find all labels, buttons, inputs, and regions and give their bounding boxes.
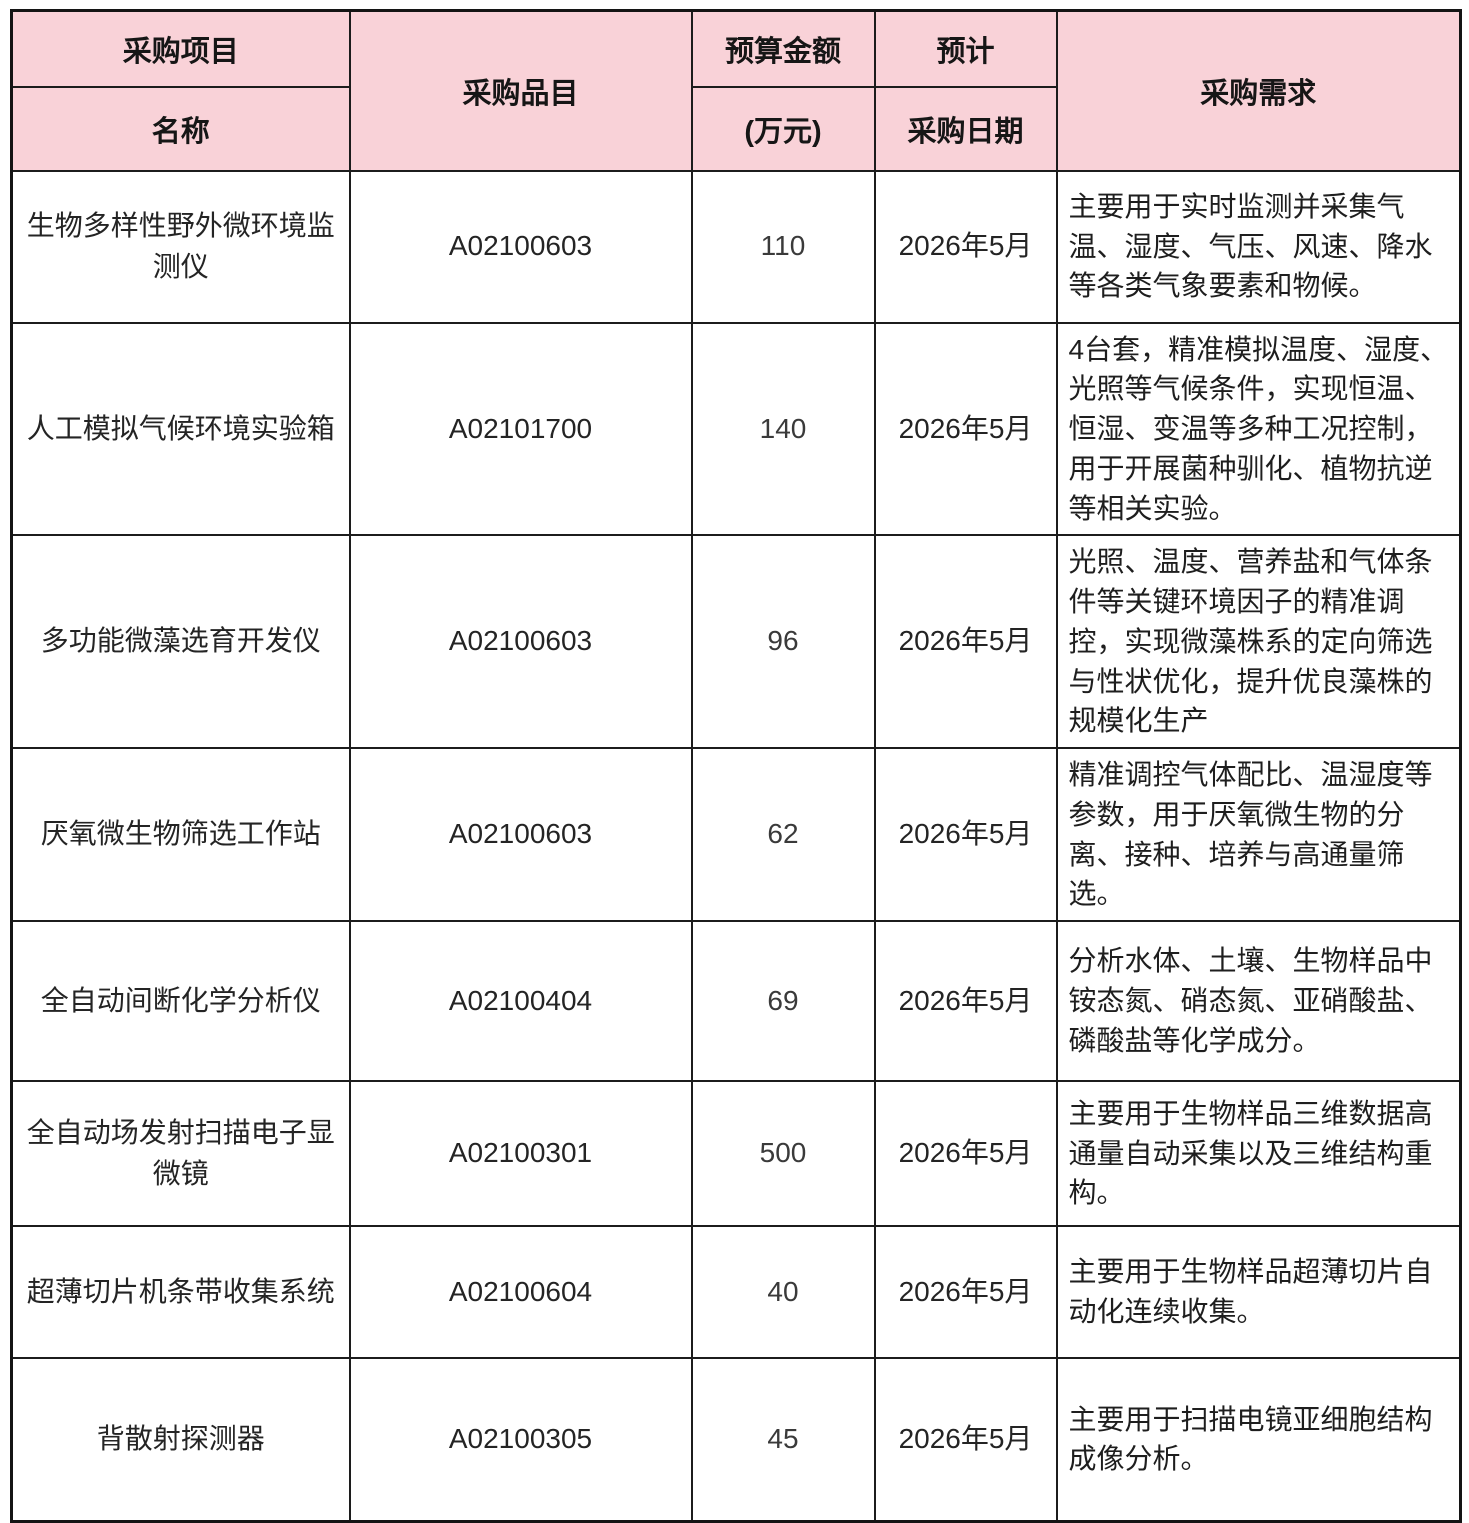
cell-requirement: 精准调控气体配比、温湿度等参数，用于厌氧微生物的分离、接种、培养与高通量筛选。 [1055, 747, 1462, 922]
header-project-name-line2: 名称 [10, 85, 351, 172]
cell-project-name: 全自动间断化学分析仪 [10, 920, 351, 1082]
cell-item-code: A02101700 [348, 321, 693, 537]
cell-requirement: 主要用于实时监测并采集气温、湿度、气压、风速、降水等各类气象要素和物候。 [1055, 169, 1462, 324]
cell-budget: 500 [690, 1080, 876, 1227]
cell-item-code: A02100305 [348, 1357, 693, 1522]
header-requirement: 采购需求 [1055, 9, 1462, 172]
cell-date: 2026年5月 [873, 169, 1058, 324]
cell-requirement: 分析水体、土壤、生物样品中铵态氮、硝态氮、亚硝酸盐、磷酸盐等化学成分。 [1055, 920, 1462, 1082]
header-date-line1: 预计 [873, 9, 1058, 88]
cell-budget: 69 [690, 920, 876, 1082]
cell-date: 2026年5月 [873, 920, 1058, 1082]
header-budget-line2: (万元) [690, 85, 876, 172]
cell-budget: 140 [690, 321, 876, 537]
table-row: 全自动间断化学分析仪 A02100404 69 2026年5月 分析水体、土壤、… [10, 920, 1462, 1082]
cell-requirement: 主要用于生物样品超薄切片自动化连续收集。 [1055, 1225, 1462, 1359]
cell-project-name: 生物多样性野外微环境监测仪 [10, 169, 351, 324]
procurement-table: 采购项目 采购品目 预算金额 预计 采购需求 名称 (万元) 采购日期 生物多样… [10, 9, 1462, 1523]
header-budget-line1: 预算金额 [690, 9, 876, 88]
cell-budget: 62 [690, 747, 876, 922]
cell-date: 2026年5月 [873, 1225, 1058, 1359]
table-body: 生物多样性野外微环境监测仪 A02100603 110 2026年5月 主要用于… [10, 169, 1462, 1522]
table-row: 厌氧微生物筛选工作站 A02100603 62 2026年5月 精准调控气体配比… [10, 747, 1462, 922]
cell-budget: 40 [690, 1225, 876, 1359]
cell-budget: 110 [690, 169, 876, 324]
table-row: 背散射探测器 A02100305 45 2026年5月 主要用于扫描电镜亚细胞结… [10, 1357, 1462, 1522]
cell-project-name: 多功能微藻选育开发仪 [10, 534, 351, 749]
cell-project-name: 超薄切片机条带收集系统 [10, 1225, 351, 1359]
cell-project-name: 厌氧微生物筛选工作站 [10, 747, 351, 922]
procurement-table-page: 采购项目 采购品目 预算金额 预计 采购需求 名称 (万元) 采购日期 生物多样… [10, 9, 1462, 1523]
cell-requirement: 主要用于扫描电镜亚细胞结构成像分析。 [1055, 1357, 1462, 1522]
table-row: 超薄切片机条带收集系统 A02100604 40 2026年5月 主要用于生物样… [10, 1225, 1462, 1359]
cell-budget: 96 [690, 534, 876, 749]
cell-budget: 45 [690, 1357, 876, 1522]
cell-requirement: 4台套，精准模拟温度、湿度、光照等气候条件，实现恒温、恒湿、变温等多种工况控制，… [1055, 321, 1462, 537]
cell-item-code: A02100603 [348, 169, 693, 324]
cell-date: 2026年5月 [873, 1080, 1058, 1227]
table-row: 生物多样性野外微环境监测仪 A02100603 110 2026年5月 主要用于… [10, 169, 1462, 324]
table-row: 人工模拟气候环境实验箱 A02101700 140 2026年5月 4台套，精准… [10, 321, 1462, 537]
cell-date: 2026年5月 [873, 1357, 1058, 1522]
cell-date: 2026年5月 [873, 747, 1058, 922]
cell-item-code: A02100301 [348, 1080, 693, 1227]
cell-date: 2026年5月 [873, 534, 1058, 749]
table-header: 采购项目 采购品目 预算金额 预计 采购需求 名称 (万元) 采购日期 [10, 9, 1462, 172]
cell-item-code: A02100603 [348, 534, 693, 749]
cell-item-code: A02100404 [348, 920, 693, 1082]
cell-project-name: 人工模拟气候环境实验箱 [10, 321, 351, 537]
header-item: 采购品目 [348, 9, 693, 172]
table-row: 全自动场发射扫描电子显微镜 A02100301 500 2026年5月 主要用于… [10, 1080, 1462, 1227]
cell-project-name: 背散射探测器 [10, 1357, 351, 1522]
cell-item-code: A02100603 [348, 747, 693, 922]
cell-date: 2026年5月 [873, 321, 1058, 537]
table-row: 多功能微藻选育开发仪 A02100603 96 2026年5月 光照、温度、营养… [10, 534, 1462, 749]
header-project-name-line1: 采购项目 [10, 9, 351, 88]
cell-requirement: 光照、温度、营养盐和气体条件等关键环境因子的精准调控，实现微藻株系的定向筛选与性… [1055, 534, 1462, 749]
cell-project-name: 全自动场发射扫描电子显微镜 [10, 1080, 351, 1227]
cell-item-code: A02100604 [348, 1225, 693, 1359]
cell-requirement: 主要用于生物样品三维数据高通量自动采集以及三维结构重构。 [1055, 1080, 1462, 1227]
header-date-line2: 采购日期 [873, 85, 1058, 172]
